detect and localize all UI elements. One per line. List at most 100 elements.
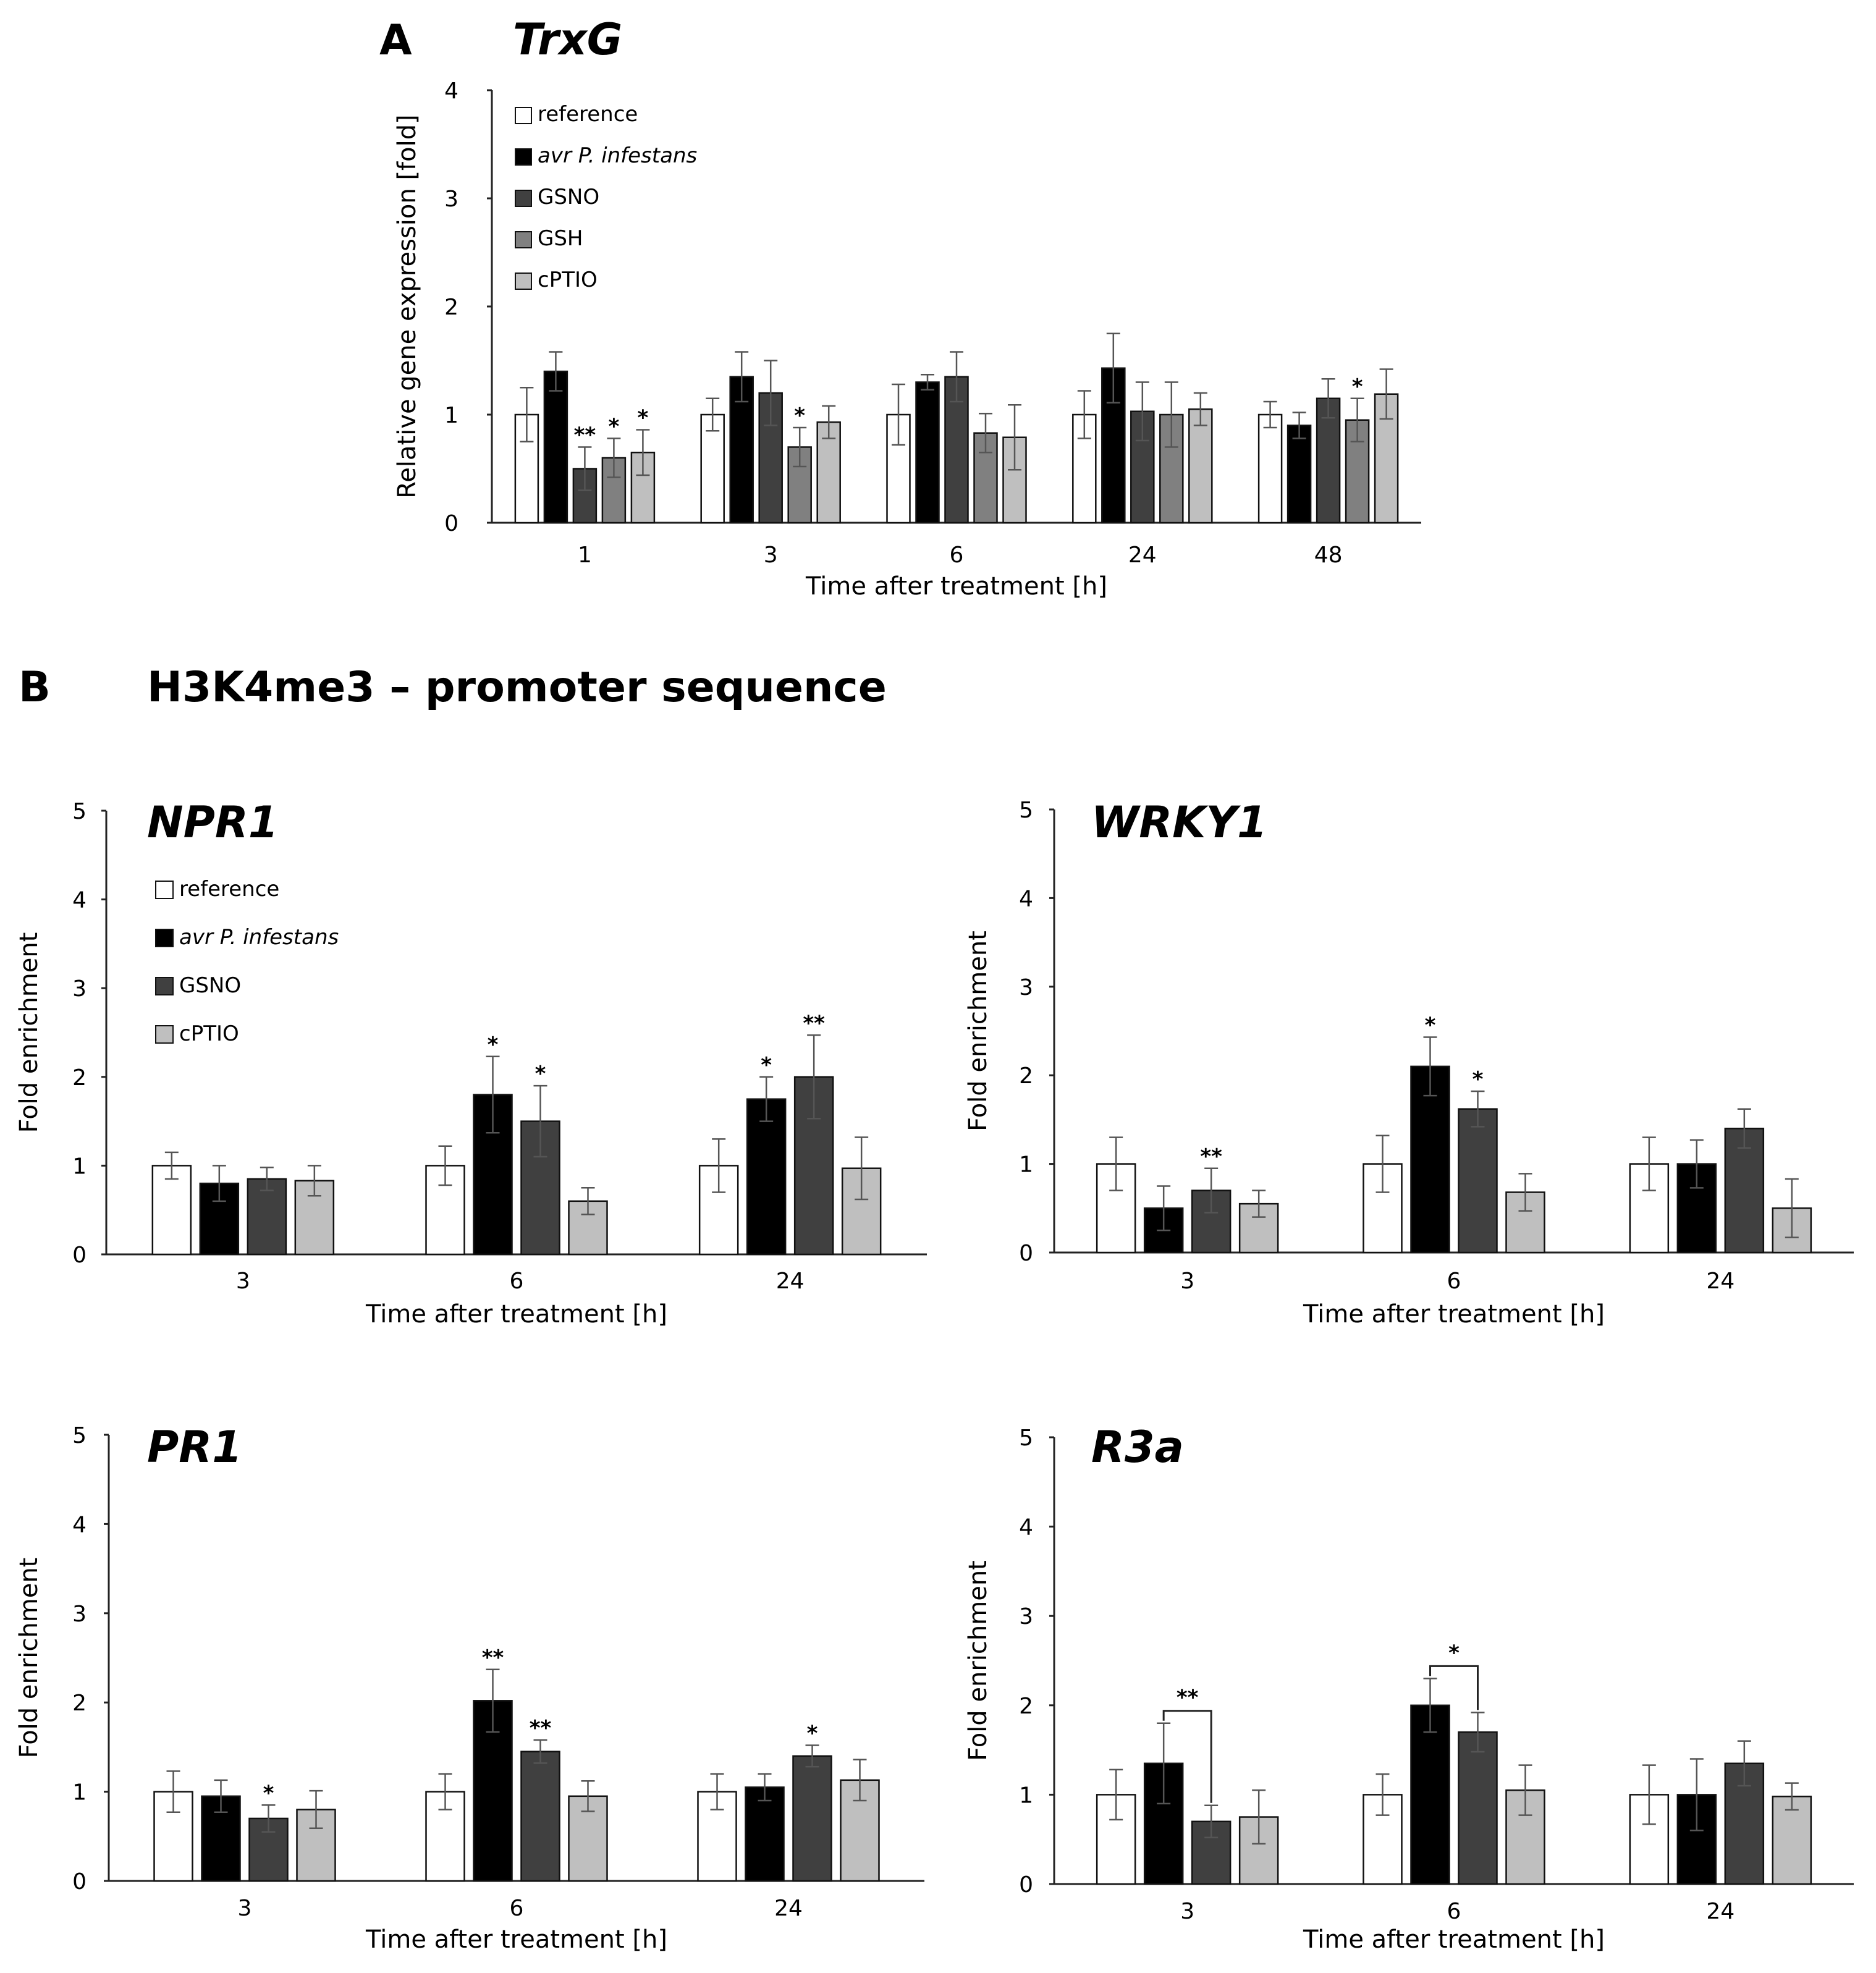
bar: [1410, 1065, 1450, 1254]
chart-r3a: R3a 0 1 2 3 4 5 Fold enrichment Time after treat…: [964, 1422, 1854, 1954]
y-tick-label: 1: [72, 1154, 87, 1179]
legend-swatch: [515, 148, 532, 166]
y-tick-label: 4: [444, 78, 458, 104]
bar: [915, 381, 940, 524]
significance-marker: *: [535, 1062, 546, 1086]
y-tick-label: 1: [444, 403, 458, 428]
legend-swatch: [155, 977, 174, 995]
chart-title: WRKY1: [1091, 797, 1267, 848]
significance-marker: **: [530, 1716, 552, 1741]
x-axis-label: Time after treatment [h]: [1303, 1925, 1605, 1954]
significance-marker: *: [807, 1722, 818, 1746]
bar: [543, 370, 568, 524]
chart-trxg: TrxG 0 1 2 3 4 Relative gene expression [fold]…: [393, 14, 1421, 601]
y-tick-label: 4: [1019, 886, 1033, 911]
chart-title: R3a: [1091, 1422, 1184, 1472]
y-tick-label: 2: [72, 1065, 87, 1091]
legend-label: GSH: [538, 226, 583, 251]
x-tick-label: 24: [1706, 1269, 1734, 1294]
y-tick-label: 1: [72, 1780, 87, 1806]
bar: [1458, 1731, 1498, 1885]
x-tick-label: 6: [950, 543, 964, 568]
bar: [792, 1755, 832, 1882]
legend-swatch: [155, 929, 174, 947]
bar: [520, 1751, 560, 1882]
bar: [1458, 1108, 1498, 1254]
x-tick-label: 3: [1180, 1899, 1194, 1924]
chart-pr1: PR1 0 1 2 3 4 5 Fold enrichment Time after treat…: [15, 1422, 924, 1954]
x-axis-label: Time after treatment [h]: [1303, 1300, 1605, 1329]
significance-marker: *: [609, 415, 620, 439]
legend-label: GSNO: [179, 973, 241, 998]
bar: [1188, 408, 1213, 524]
bar: [425, 1165, 465, 1256]
significance-marker: *: [761, 1053, 772, 1078]
bar: [151, 1165, 192, 1256]
legend-label: avr P. infestans: [538, 143, 697, 168]
y-tick-label: 5: [1019, 1426, 1033, 1451]
legend-swatch: [515, 231, 532, 248]
x-tick-label: 6: [1447, 1269, 1461, 1294]
y-axis-label: Fold enrichment: [964, 1560, 992, 1761]
bar: [746, 1098, 787, 1256]
chart-title: TrxG: [513, 14, 622, 65]
y-tick-label: 0: [72, 1243, 87, 1268]
chart-npr1: NPR1 0 1 2 3 4 5 Fold enrichment Time after trea…: [15, 797, 927, 1329]
x-tick-label: 3: [236, 1269, 250, 1294]
significance-marker: *: [638, 406, 649, 431]
legend-swatch: [515, 273, 532, 290]
chart-title: PR1: [147, 1422, 242, 1472]
bracket-label: *: [1448, 1641, 1460, 1665]
y-tick-label: 1: [1019, 1783, 1033, 1808]
legend-label: GSNO: [538, 185, 599, 209]
comparison-bracket: [1162, 1710, 1212, 1803]
chart-wrky1: WRKY1 0 1 2 3 4 5 Fold enrichment Time after tre…: [964, 797, 1854, 1329]
panel-b-letter: B: [19, 663, 51, 712]
y-tick-label: 2: [1019, 1063, 1033, 1089]
significance-marker: **: [574, 423, 596, 448]
legend: reference avr P. infestans GSNO cPTIO: [155, 877, 339, 1046]
x-axis-label: Time after treatment [h]: [365, 1925, 667, 1954]
y-axis-label: Fold enrichment: [15, 1558, 43, 1759]
significance-marker: **: [1200, 1144, 1222, 1169]
bar: [1287, 425, 1312, 524]
y-tick-label: 0: [1019, 1241, 1033, 1266]
x-tick-label: 48: [1314, 543, 1343, 568]
legend-label: reference: [538, 102, 638, 127]
y-axis-label: Fold enrichment: [15, 932, 43, 1133]
y-tick-label: 4: [1019, 1515, 1033, 1540]
x-axis-label: Time after treatment [h]: [365, 1300, 667, 1329]
y-tick-label: 2: [72, 1691, 87, 1716]
x-tick-label: 1: [578, 543, 592, 568]
significance-marker: **: [803, 1011, 825, 1036]
chart-title: NPR1: [147, 797, 279, 848]
legend: reference avr P. infestans GSNO GSH cPTIO: [515, 102, 697, 292]
comparison-bracket: [1429, 1665, 1479, 1710]
y-tick-label: 4: [72, 1512, 87, 1537]
y-tick-label: 3: [444, 187, 458, 212]
y-tick-label: 2: [444, 295, 458, 320]
legend-swatch: [515, 107, 532, 124]
x-tick-label: 6: [1447, 1899, 1461, 1924]
x-axis-label: Time after treatment [h]: [805, 572, 1107, 601]
y-tick-label: 3: [72, 1602, 87, 1627]
significance-marker: *: [488, 1033, 499, 1057]
y-axis-label: Fold enrichment: [964, 931, 992, 1131]
x-tick-label: 24: [774, 1896, 803, 1921]
bar: [1724, 1127, 1765, 1254]
legend-swatch: [515, 190, 532, 207]
y-tick-label: 0: [444, 511, 458, 536]
bar: [1410, 1704, 1450, 1885]
panel-a-letter: A: [379, 16, 412, 65]
significance-marker: *: [263, 1781, 274, 1806]
legend-label: reference: [179, 877, 279, 902]
x-tick-label: 3: [764, 543, 778, 568]
significance-marker: *: [794, 403, 805, 428]
x-tick-label: 3: [1180, 1269, 1194, 1294]
bracket-label: **: [1177, 1686, 1199, 1710]
y-tick-label: 5: [72, 1423, 87, 1448]
y-tick-label: 2: [1019, 1694, 1033, 1719]
significance-marker: *: [1352, 374, 1363, 399]
y-tick-label: 1: [1019, 1152, 1033, 1178]
